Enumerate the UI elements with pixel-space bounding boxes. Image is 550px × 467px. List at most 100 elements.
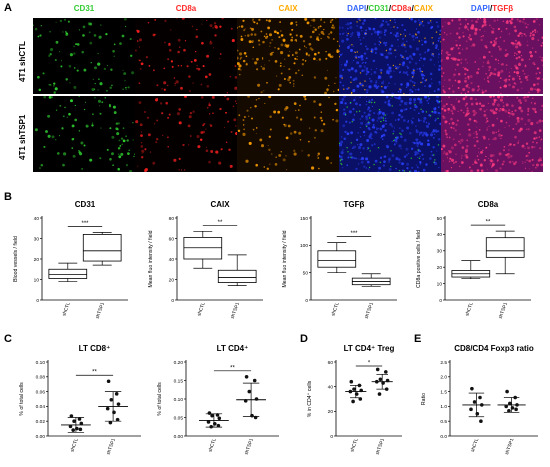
y-axis-label: Mean fluo intensity / field (148, 230, 154, 287)
y-axis-label: % of total cells (19, 382, 25, 416)
y-tick-label: 60 (328, 360, 334, 366)
y-tick-label: 40 (34, 216, 40, 222)
x-category-label: shCTL (330, 301, 341, 317)
ihc-header-part: DAPI (347, 4, 367, 13)
data-point (254, 397, 259, 401)
data-point (479, 419, 483, 423)
y-tick-label: 20 (34, 257, 40, 263)
ihc-header-part: CD8a (391, 4, 412, 13)
chart-title: TGFβ (344, 200, 365, 209)
data-point (514, 407, 518, 412)
data-point (77, 417, 82, 421)
chart-title: CD8a (478, 200, 499, 209)
y-tick-label: 0 (439, 298, 442, 304)
y-tick-label: 40 (169, 257, 175, 263)
x-category-label: shTSP1 (375, 437, 387, 455)
x-category-label: shCTL (470, 437, 481, 453)
data-point (68, 424, 73, 429)
x-category-label: shTSP1 (95, 301, 107, 319)
box-iqr (82, 234, 122, 262)
y-tick-label: 0.05 (174, 415, 184, 421)
data-point (354, 392, 359, 396)
ihc-image-tile (339, 96, 441, 172)
y-axis-label: Mean fluo intensity / field (282, 230, 288, 287)
ihc-header-part: DAPI (470, 4, 490, 13)
x-category-label: shTSP1 (498, 301, 510, 319)
y-tick-label: 50 (303, 270, 309, 276)
x-category-label: shTSP1 (230, 301, 242, 319)
x-category-label: shCTL (207, 437, 218, 453)
data-point (478, 395, 482, 400)
data-point (513, 395, 517, 400)
data-point (217, 416, 222, 421)
y-tick-label: 0.10 (36, 360, 46, 366)
ihc-header-part: / (388, 4, 392, 13)
data-point (250, 413, 254, 418)
data-point (114, 392, 119, 396)
data-point (505, 389, 509, 394)
ihc-column-header: CAIX (237, 4, 339, 14)
ihc-header-part: CD31 (368, 4, 389, 13)
box-iqr (217, 269, 257, 283)
chart-3: CD8a 0 10 20 30 40 50 CD8a positive cells / fie… (411, 196, 539, 331)
data-point (507, 409, 511, 413)
panel-letter-a: A (4, 2, 12, 14)
y-axis-label: Ratio (421, 393, 427, 405)
ihc-column-header: CD31 (33, 4, 135, 14)
y-tick-label: 0.00 (36, 434, 46, 440)
ihc-row-label: 4T1 shTSP1 (18, 114, 27, 160)
panel-letter-b: B (4, 191, 12, 203)
data-point (75, 426, 79, 431)
y-tick-label: 40 (328, 384, 334, 390)
data-point (206, 420, 211, 424)
ihc-image-tile (441, 18, 543, 94)
significance-label: ** (486, 220, 491, 226)
data-point (470, 386, 474, 391)
ihc-image-tile (135, 18, 237, 94)
ihc-image-tile (339, 18, 441, 94)
y-tick-label: 60 (169, 236, 175, 242)
data-point (210, 413, 214, 418)
ihc-image-tile (237, 96, 339, 172)
data-point (106, 379, 111, 384)
ihc-header-part: / (490, 4, 493, 13)
data-point (352, 387, 356, 391)
x-category-label: shCTL (349, 437, 360, 453)
data-point (472, 400, 477, 404)
y-tick-label: 0 (305, 298, 308, 304)
data-point (508, 401, 512, 406)
data-point (349, 379, 354, 384)
data-point (384, 370, 388, 374)
data-point (510, 406, 515, 410)
data-point (69, 414, 74, 418)
data-point (105, 406, 110, 411)
ihc-image-tile (237, 18, 339, 94)
y-tick-label: 80 (169, 216, 175, 222)
data-point (244, 375, 249, 379)
data-point (213, 421, 217, 426)
chart-title: CAIX (210, 200, 230, 209)
x-category-label: shCTL (61, 301, 72, 317)
data-point (72, 419, 76, 423)
data-point (384, 387, 389, 391)
y-tick-label: 0.20 (174, 360, 184, 366)
y-tick-label: 100 (300, 243, 308, 249)
y-tick-label: 1.0 (440, 404, 447, 410)
x-category-label: shCTL (196, 301, 207, 317)
ihc-column-header: DAPI/TGFβ (441, 4, 543, 14)
data-point (79, 421, 84, 426)
data-point (207, 411, 212, 415)
ihc-image-tile (441, 96, 543, 172)
y-tick-label: 0.08 (36, 375, 46, 381)
data-point (375, 379, 379, 384)
y-tick-label: 10 (437, 281, 443, 287)
chart-7: CD8/CD4 Foxp3 ratio 0.0 0.5 1.0 1.5 2.0 2.5 Rat… (416, 340, 546, 467)
data-point (378, 377, 383, 382)
data-point (469, 407, 473, 412)
panel-letter-c: C (4, 333, 12, 345)
box-iqr (317, 250, 357, 268)
significance-label: *** (350, 231, 358, 237)
ihc-column-header: DAPI/CD31/CD8a/CAIX (339, 4, 441, 14)
data-point (504, 404, 508, 409)
ihc-header-part: CAIX (413, 4, 433, 13)
